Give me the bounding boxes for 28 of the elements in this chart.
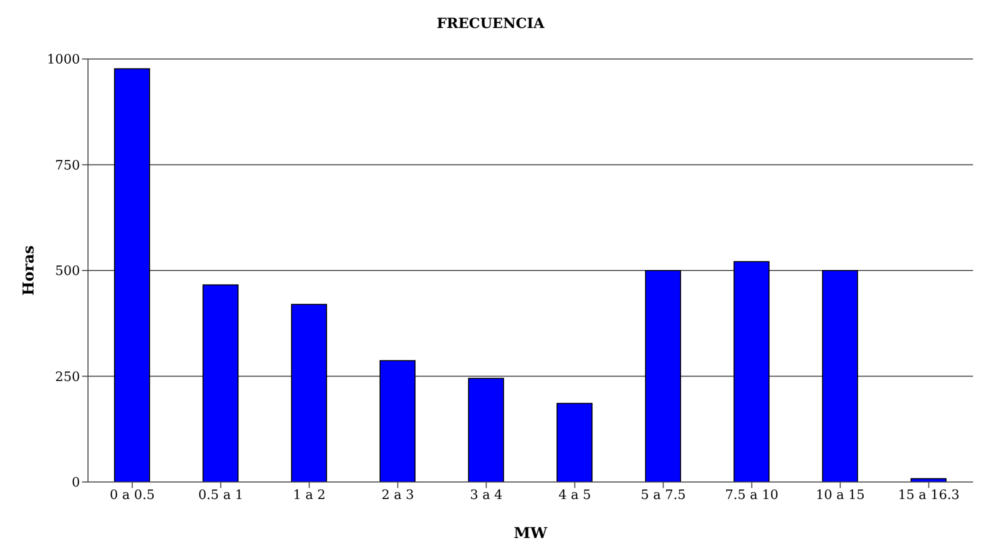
- bar: [202, 284, 239, 482]
- x-tick-label: 0 a 0.5: [110, 488, 155, 504]
- x-tick-label: 0.5 a 1: [198, 488, 244, 504]
- bar: [114, 68, 150, 482]
- y-tick-label: 750: [55, 158, 80, 174]
- x-axis-title: MW: [514, 524, 548, 542]
- bar: [556, 402, 593, 482]
- bar: [645, 270, 682, 482]
- x-tick-label: 3 a 4: [470, 488, 503, 504]
- y-tick-label: 1000: [46, 52, 80, 68]
- y-tick-label: 500: [55, 264, 80, 280]
- bar: [910, 478, 947, 482]
- x-tick-label: 1 a 2: [292, 488, 326, 504]
- x-tick-label: 4 a 5: [558, 488, 592, 504]
- chart-title: FRECUENCIA: [436, 16, 546, 32]
- bar: [291, 304, 328, 482]
- x-tick-label: 5 a 7.5: [640, 488, 686, 504]
- bar: [822, 270, 858, 482]
- x-tick-label: 10 a 15: [816, 488, 865, 504]
- y-tick-label: 0: [72, 476, 80, 491]
- x-tick-label: 2 a 3: [381, 488, 414, 504]
- x-tick-label: 15 a 16.3: [898, 488, 960, 504]
- x-tick-label: 7.5 a 10: [725, 488, 778, 504]
- y-axis-title: Horas: [19, 245, 38, 296]
- bar: [734, 261, 770, 482]
- bar: [468, 378, 504, 482]
- bar: [380, 360, 416, 482]
- y-tick-label: 250: [55, 370, 80, 385]
